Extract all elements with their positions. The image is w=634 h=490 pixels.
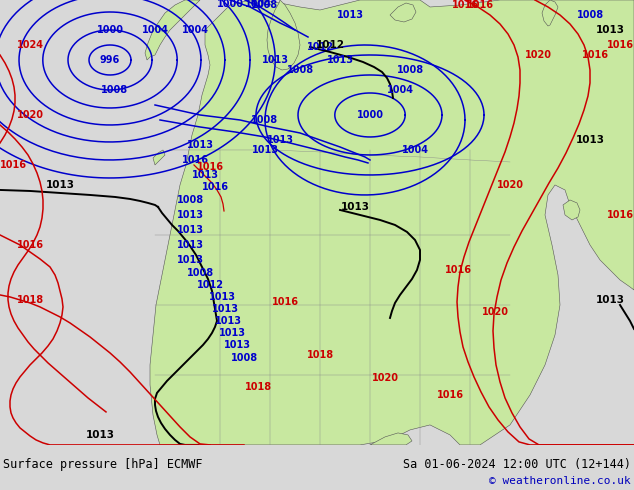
Text: 1016: 1016 xyxy=(181,155,209,165)
Text: 1008: 1008 xyxy=(176,195,204,205)
Text: 1013: 1013 xyxy=(576,135,604,145)
Text: 1013: 1013 xyxy=(176,210,204,220)
Polygon shape xyxy=(153,150,165,165)
Text: 1004: 1004 xyxy=(401,145,429,155)
Text: 1013: 1013 xyxy=(186,140,214,150)
Text: 1008: 1008 xyxy=(252,0,278,10)
Text: 1020: 1020 xyxy=(496,180,524,190)
Text: 1008: 1008 xyxy=(186,268,214,278)
Text: 1004: 1004 xyxy=(141,25,169,35)
Text: 1016: 1016 xyxy=(197,162,224,172)
Text: 1018: 1018 xyxy=(16,295,44,305)
Text: 1012: 1012 xyxy=(197,280,224,290)
Text: 1013: 1013 xyxy=(266,135,294,145)
Text: 1013: 1013 xyxy=(252,145,278,155)
Text: 1004: 1004 xyxy=(387,85,413,95)
Text: 1013: 1013 xyxy=(224,340,250,350)
Text: 1013: 1013 xyxy=(337,10,363,20)
Text: 1013: 1013 xyxy=(212,304,238,314)
Text: 1013: 1013 xyxy=(261,55,288,65)
Text: 1020: 1020 xyxy=(524,50,552,60)
Text: 1016: 1016 xyxy=(271,297,299,307)
Text: 1012: 1012 xyxy=(306,42,333,52)
Text: 1012: 1012 xyxy=(316,40,344,50)
Text: 1020: 1020 xyxy=(481,307,508,317)
Text: 1016: 1016 xyxy=(16,240,44,250)
Text: 1016: 1016 xyxy=(581,50,609,60)
Text: 1016: 1016 xyxy=(607,40,633,50)
Text: 1020: 1020 xyxy=(16,110,44,120)
Text: 1013: 1013 xyxy=(327,55,354,65)
Text: 1024: 1024 xyxy=(16,40,44,50)
Text: 1013: 1013 xyxy=(214,316,242,326)
Text: 1016: 1016 xyxy=(451,0,479,10)
Text: 1004: 1004 xyxy=(245,0,271,9)
Text: 1016: 1016 xyxy=(202,182,228,192)
Text: 1018: 1018 xyxy=(245,382,271,392)
Text: 1013: 1013 xyxy=(595,25,624,35)
Polygon shape xyxy=(370,433,412,445)
Text: 1016: 1016 xyxy=(607,210,633,220)
Text: 1008: 1008 xyxy=(396,65,424,75)
Text: 1013: 1013 xyxy=(46,180,75,190)
Polygon shape xyxy=(542,0,558,26)
Polygon shape xyxy=(563,200,580,220)
Text: 1004: 1004 xyxy=(181,25,209,35)
Polygon shape xyxy=(267,0,300,70)
Text: 1013: 1013 xyxy=(340,202,370,212)
Text: 1013: 1013 xyxy=(219,328,245,338)
Text: 1000: 1000 xyxy=(216,0,243,9)
Text: 1013: 1013 xyxy=(191,170,219,180)
Polygon shape xyxy=(150,0,634,445)
Text: 1000: 1000 xyxy=(96,25,124,35)
Text: 1008: 1008 xyxy=(576,10,604,20)
Text: Sa 01-06-2024 12:00 UTC (12+144): Sa 01-06-2024 12:00 UTC (12+144) xyxy=(403,458,631,470)
Text: 1018: 1018 xyxy=(306,350,333,360)
Text: 1016: 1016 xyxy=(444,265,472,275)
Text: 1008: 1008 xyxy=(252,115,278,125)
Text: 1020: 1020 xyxy=(372,373,399,383)
Text: 1016: 1016 xyxy=(467,0,493,10)
Text: Surface pressure [hPa] ECMWF: Surface pressure [hPa] ECMWF xyxy=(3,458,203,470)
Text: 1008: 1008 xyxy=(287,65,314,75)
Polygon shape xyxy=(390,3,416,22)
Text: 1013: 1013 xyxy=(176,225,204,235)
Text: 1013: 1013 xyxy=(176,240,204,250)
Text: 1000: 1000 xyxy=(356,110,384,120)
Text: © weatheronline.co.uk: © weatheronline.co.uk xyxy=(489,476,631,486)
Text: 1008: 1008 xyxy=(101,85,129,95)
Text: 1016: 1016 xyxy=(436,390,463,400)
Text: 1013: 1013 xyxy=(209,292,235,302)
Text: 1016: 1016 xyxy=(0,160,27,170)
Polygon shape xyxy=(0,0,634,445)
Text: 1013: 1013 xyxy=(595,295,624,305)
Polygon shape xyxy=(145,0,200,60)
Text: 1013: 1013 xyxy=(176,255,204,265)
Text: 996: 996 xyxy=(100,55,120,65)
Text: 1008: 1008 xyxy=(231,353,259,363)
Text: 1013: 1013 xyxy=(86,430,115,440)
